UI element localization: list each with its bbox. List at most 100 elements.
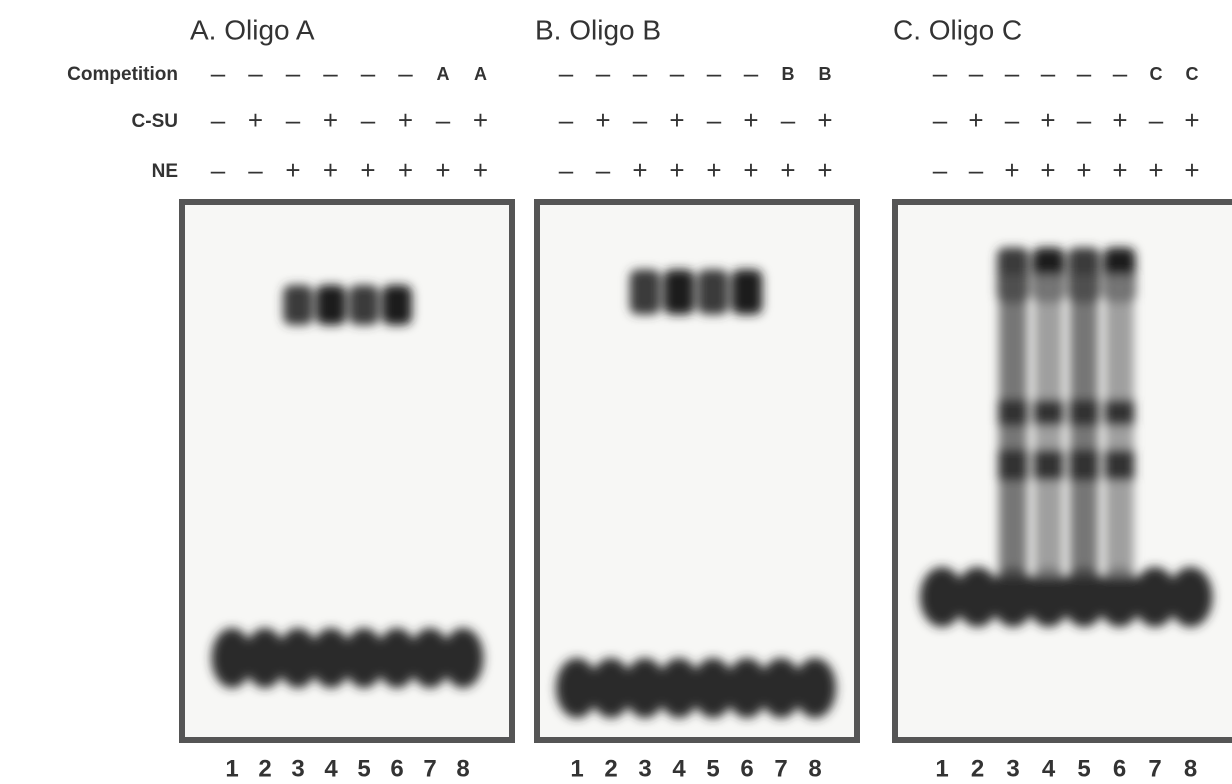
lane-number: 2	[604, 755, 617, 782]
lane-symbol: +	[473, 155, 488, 185]
smear	[998, 275, 1028, 577]
lane-symbol: –	[969, 155, 984, 185]
lane-symbol: –	[596, 58, 611, 88]
lane-symbol: +	[632, 155, 647, 185]
lane-number: 2	[971, 755, 984, 782]
lane-symbol: –	[1113, 58, 1128, 88]
complex-band	[697, 269, 729, 315]
lane-symbol: –	[211, 105, 226, 135]
row-label: NE	[152, 161, 178, 182]
free-probe-band	[919, 567, 965, 627]
lane-symbol: –	[211, 155, 226, 185]
free-probe-band	[1026, 567, 1071, 627]
lane-symbol: –	[1149, 105, 1164, 135]
lane-symbol: –	[398, 58, 413, 88]
complex-band	[663, 269, 695, 315]
complex-band	[283, 285, 313, 325]
lane-number: 5	[357, 755, 370, 782]
free-probe-band	[211, 628, 253, 688]
panel-title: A. Oligo A	[190, 14, 315, 45]
smear	[1034, 275, 1063, 577]
lane-symbol: +	[817, 105, 832, 135]
lane-number: 7	[423, 755, 436, 782]
smear	[1069, 275, 1099, 577]
smear-band	[1069, 450, 1099, 480]
panel-title: B. Oligo B	[535, 14, 661, 45]
lane-symbol: –	[1077, 58, 1092, 88]
lane-symbol: +	[669, 105, 684, 135]
lane-number: 4	[672, 755, 686, 782]
lane-symbol: +	[1040, 105, 1055, 135]
lane-number: 1	[935, 755, 948, 782]
lane-number: 6	[1113, 755, 1126, 782]
lane-symbol: –	[596, 155, 611, 185]
smear-band	[1033, 450, 1064, 480]
lane-symbol: +	[285, 155, 300, 185]
free-probe-band	[1168, 567, 1213, 627]
free-probe-band	[759, 658, 803, 718]
lane-symbol: +	[817, 155, 832, 185]
lane-symbol: –	[436, 105, 451, 135]
lane-symbol: –	[559, 105, 574, 135]
lane-symbol: +	[248, 105, 263, 135]
free-probe-band	[409, 628, 451, 688]
free-probe-band	[277, 628, 319, 688]
lane-number: 8	[1184, 755, 1197, 782]
lane-symbol: B	[819, 64, 832, 84]
complex-band	[382, 285, 412, 325]
lane-symbol: –	[1005, 105, 1020, 135]
lane-number: 7	[774, 755, 787, 782]
smear-band	[1104, 400, 1135, 425]
lane-symbol: +	[1184, 155, 1199, 185]
complex-band	[731, 269, 763, 315]
complex-band	[349, 285, 379, 325]
free-probe-band	[1061, 567, 1107, 627]
row-label: C-SU	[132, 111, 178, 132]
lane-number: 5	[706, 755, 719, 782]
lane-symbol: +	[595, 105, 610, 135]
lane-number: 8	[808, 755, 821, 782]
lane-symbol: +	[743, 105, 758, 135]
free-probe-band	[1132, 567, 1178, 627]
free-probe-band	[244, 628, 286, 688]
free-probe-band	[589, 658, 633, 718]
lane-symbol: +	[1040, 155, 1055, 185]
free-probe-band	[990, 567, 1036, 627]
lane-symbol: +	[1184, 105, 1199, 135]
lane-number: 7	[1148, 755, 1161, 782]
lane-symbol: +	[360, 155, 375, 185]
smear-band	[998, 450, 1028, 480]
smear-band	[1069, 400, 1099, 425]
free-probe-band	[376, 628, 418, 688]
lane-symbol: –	[969, 58, 984, 88]
lane-symbol: –	[559, 58, 574, 88]
lane-symbol: A	[474, 64, 487, 84]
lane-symbol: –	[744, 58, 759, 88]
lane-symbol: +	[323, 105, 338, 135]
lane-symbol: –	[248, 155, 263, 185]
lane-symbol: +	[435, 155, 450, 185]
smear-band	[998, 400, 1028, 425]
lane-symbol: +	[1076, 155, 1091, 185]
gel	[534, 199, 860, 743]
lane-number: 6	[390, 755, 403, 782]
lane-symbol: +	[323, 155, 338, 185]
free-probe-band	[310, 628, 352, 688]
lane-symbol: –	[633, 58, 648, 88]
free-probe-band	[555, 658, 599, 718]
lane-symbol: A	[437, 64, 450, 84]
lane-symbol: B	[782, 64, 795, 84]
lane-number: 4	[1042, 755, 1056, 782]
free-probe-band	[343, 628, 385, 688]
free-probe-band	[691, 658, 735, 718]
lane-symbol: +	[1112, 155, 1127, 185]
lane-symbol: +	[669, 155, 684, 185]
lane-number: 5	[1077, 755, 1090, 782]
lane-symbol: +	[706, 155, 721, 185]
lane-number: 3	[291, 755, 304, 782]
lane-symbol: +	[473, 105, 488, 135]
complex-band	[316, 285, 346, 325]
lane-symbol: –	[1041, 58, 1056, 88]
lane-symbol: +	[743, 155, 758, 185]
lane-symbol: +	[1004, 155, 1019, 185]
